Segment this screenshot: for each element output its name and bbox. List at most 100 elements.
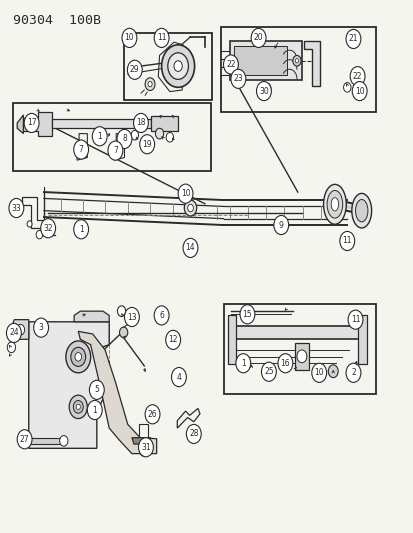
Circle shape	[27, 221, 32, 227]
Polygon shape	[17, 115, 23, 134]
Circle shape	[59, 435, 68, 446]
Text: 11: 11	[350, 315, 359, 324]
Circle shape	[223, 55, 238, 74]
Polygon shape	[132, 438, 150, 444]
Circle shape	[165, 330, 180, 350]
Circle shape	[133, 114, 148, 133]
Circle shape	[178, 184, 192, 203]
Circle shape	[186, 424, 201, 443]
Text: 4: 4	[176, 373, 181, 382]
Text: 28: 28	[189, 430, 198, 439]
Text: 17: 17	[27, 118, 36, 127]
Bar	[233, 46, 287, 75]
Polygon shape	[74, 311, 109, 322]
Circle shape	[127, 60, 142, 79]
Circle shape	[296, 350, 306, 363]
Text: 32: 32	[43, 224, 53, 233]
Circle shape	[7, 342, 16, 353]
Polygon shape	[227, 316, 235, 365]
Circle shape	[292, 55, 300, 66]
Text: 3: 3	[38, 323, 43, 332]
Text: 1: 1	[97, 132, 102, 141]
Text: 7: 7	[113, 146, 118, 155]
Circle shape	[328, 365, 337, 377]
Text: 25: 25	[263, 367, 273, 376]
Circle shape	[311, 364, 326, 382]
Bar	[229, 41, 301, 80]
Circle shape	[92, 127, 107, 146]
Text: 24: 24	[9, 328, 19, 337]
Circle shape	[351, 82, 366, 101]
Bar	[139, 424, 148, 444]
Circle shape	[145, 405, 159, 424]
Circle shape	[74, 220, 88, 239]
Circle shape	[145, 78, 154, 91]
Circle shape	[119, 327, 128, 338]
Circle shape	[294, 59, 298, 63]
Circle shape	[339, 231, 354, 251]
Text: 21: 21	[348, 35, 357, 44]
Circle shape	[9, 198, 24, 217]
Polygon shape	[357, 316, 366, 365]
Ellipse shape	[326, 190, 342, 218]
Circle shape	[131, 131, 138, 140]
Ellipse shape	[351, 193, 371, 228]
Polygon shape	[12, 320, 28, 340]
Text: 29: 29	[130, 66, 139, 74]
Polygon shape	[28, 322, 109, 448]
Circle shape	[262, 83, 270, 94]
Circle shape	[17, 430, 32, 449]
Circle shape	[7, 324, 21, 343]
Text: 9: 9	[278, 221, 283, 230]
Ellipse shape	[330, 198, 338, 211]
Text: 15: 15	[242, 310, 252, 319]
Circle shape	[87, 400, 102, 419]
Circle shape	[154, 28, 169, 47]
Text: 10: 10	[124, 34, 134, 43]
Circle shape	[347, 310, 362, 329]
Circle shape	[230, 69, 245, 88]
Text: 19: 19	[142, 140, 152, 149]
Circle shape	[117, 130, 132, 149]
Circle shape	[236, 76, 243, 85]
Circle shape	[17, 325, 24, 335]
Circle shape	[161, 45, 194, 87]
Circle shape	[240, 305, 254, 324]
Text: 33: 33	[12, 204, 21, 213]
Circle shape	[122, 28, 137, 47]
Circle shape	[69, 395, 87, 418]
Circle shape	[184, 200, 196, 216]
Bar	[21, 438, 59, 444]
Circle shape	[140, 135, 154, 154]
Text: 26: 26	[147, 410, 157, 419]
Text: 18: 18	[136, 118, 145, 127]
Bar	[52, 119, 151, 128]
Bar	[13, 103, 211, 171]
Circle shape	[36, 230, 43, 239]
Text: 27: 27	[20, 435, 29, 444]
Circle shape	[171, 368, 186, 386]
Circle shape	[155, 128, 163, 139]
Text: 22: 22	[225, 60, 235, 69]
Text: 11: 11	[342, 237, 351, 246]
Circle shape	[140, 446, 147, 456]
Text: 22: 22	[352, 71, 361, 80]
Text: 8: 8	[122, 134, 126, 143]
Circle shape	[256, 82, 271, 101]
Circle shape	[349, 67, 364, 86]
Text: 1: 1	[78, 225, 83, 234]
Circle shape	[147, 82, 152, 87]
Bar	[124, 33, 211, 100]
Circle shape	[173, 61, 182, 71]
Text: 6: 6	[159, 311, 164, 320]
Circle shape	[273, 215, 288, 235]
Circle shape	[154, 306, 169, 325]
Text: 14: 14	[185, 244, 195, 253]
Text: 10: 10	[180, 189, 190, 198]
Polygon shape	[303, 41, 320, 86]
Circle shape	[261, 362, 275, 381]
Bar	[230, 326, 358, 340]
Circle shape	[345, 364, 360, 382]
Circle shape	[40, 219, 55, 238]
Circle shape	[124, 308, 139, 327]
